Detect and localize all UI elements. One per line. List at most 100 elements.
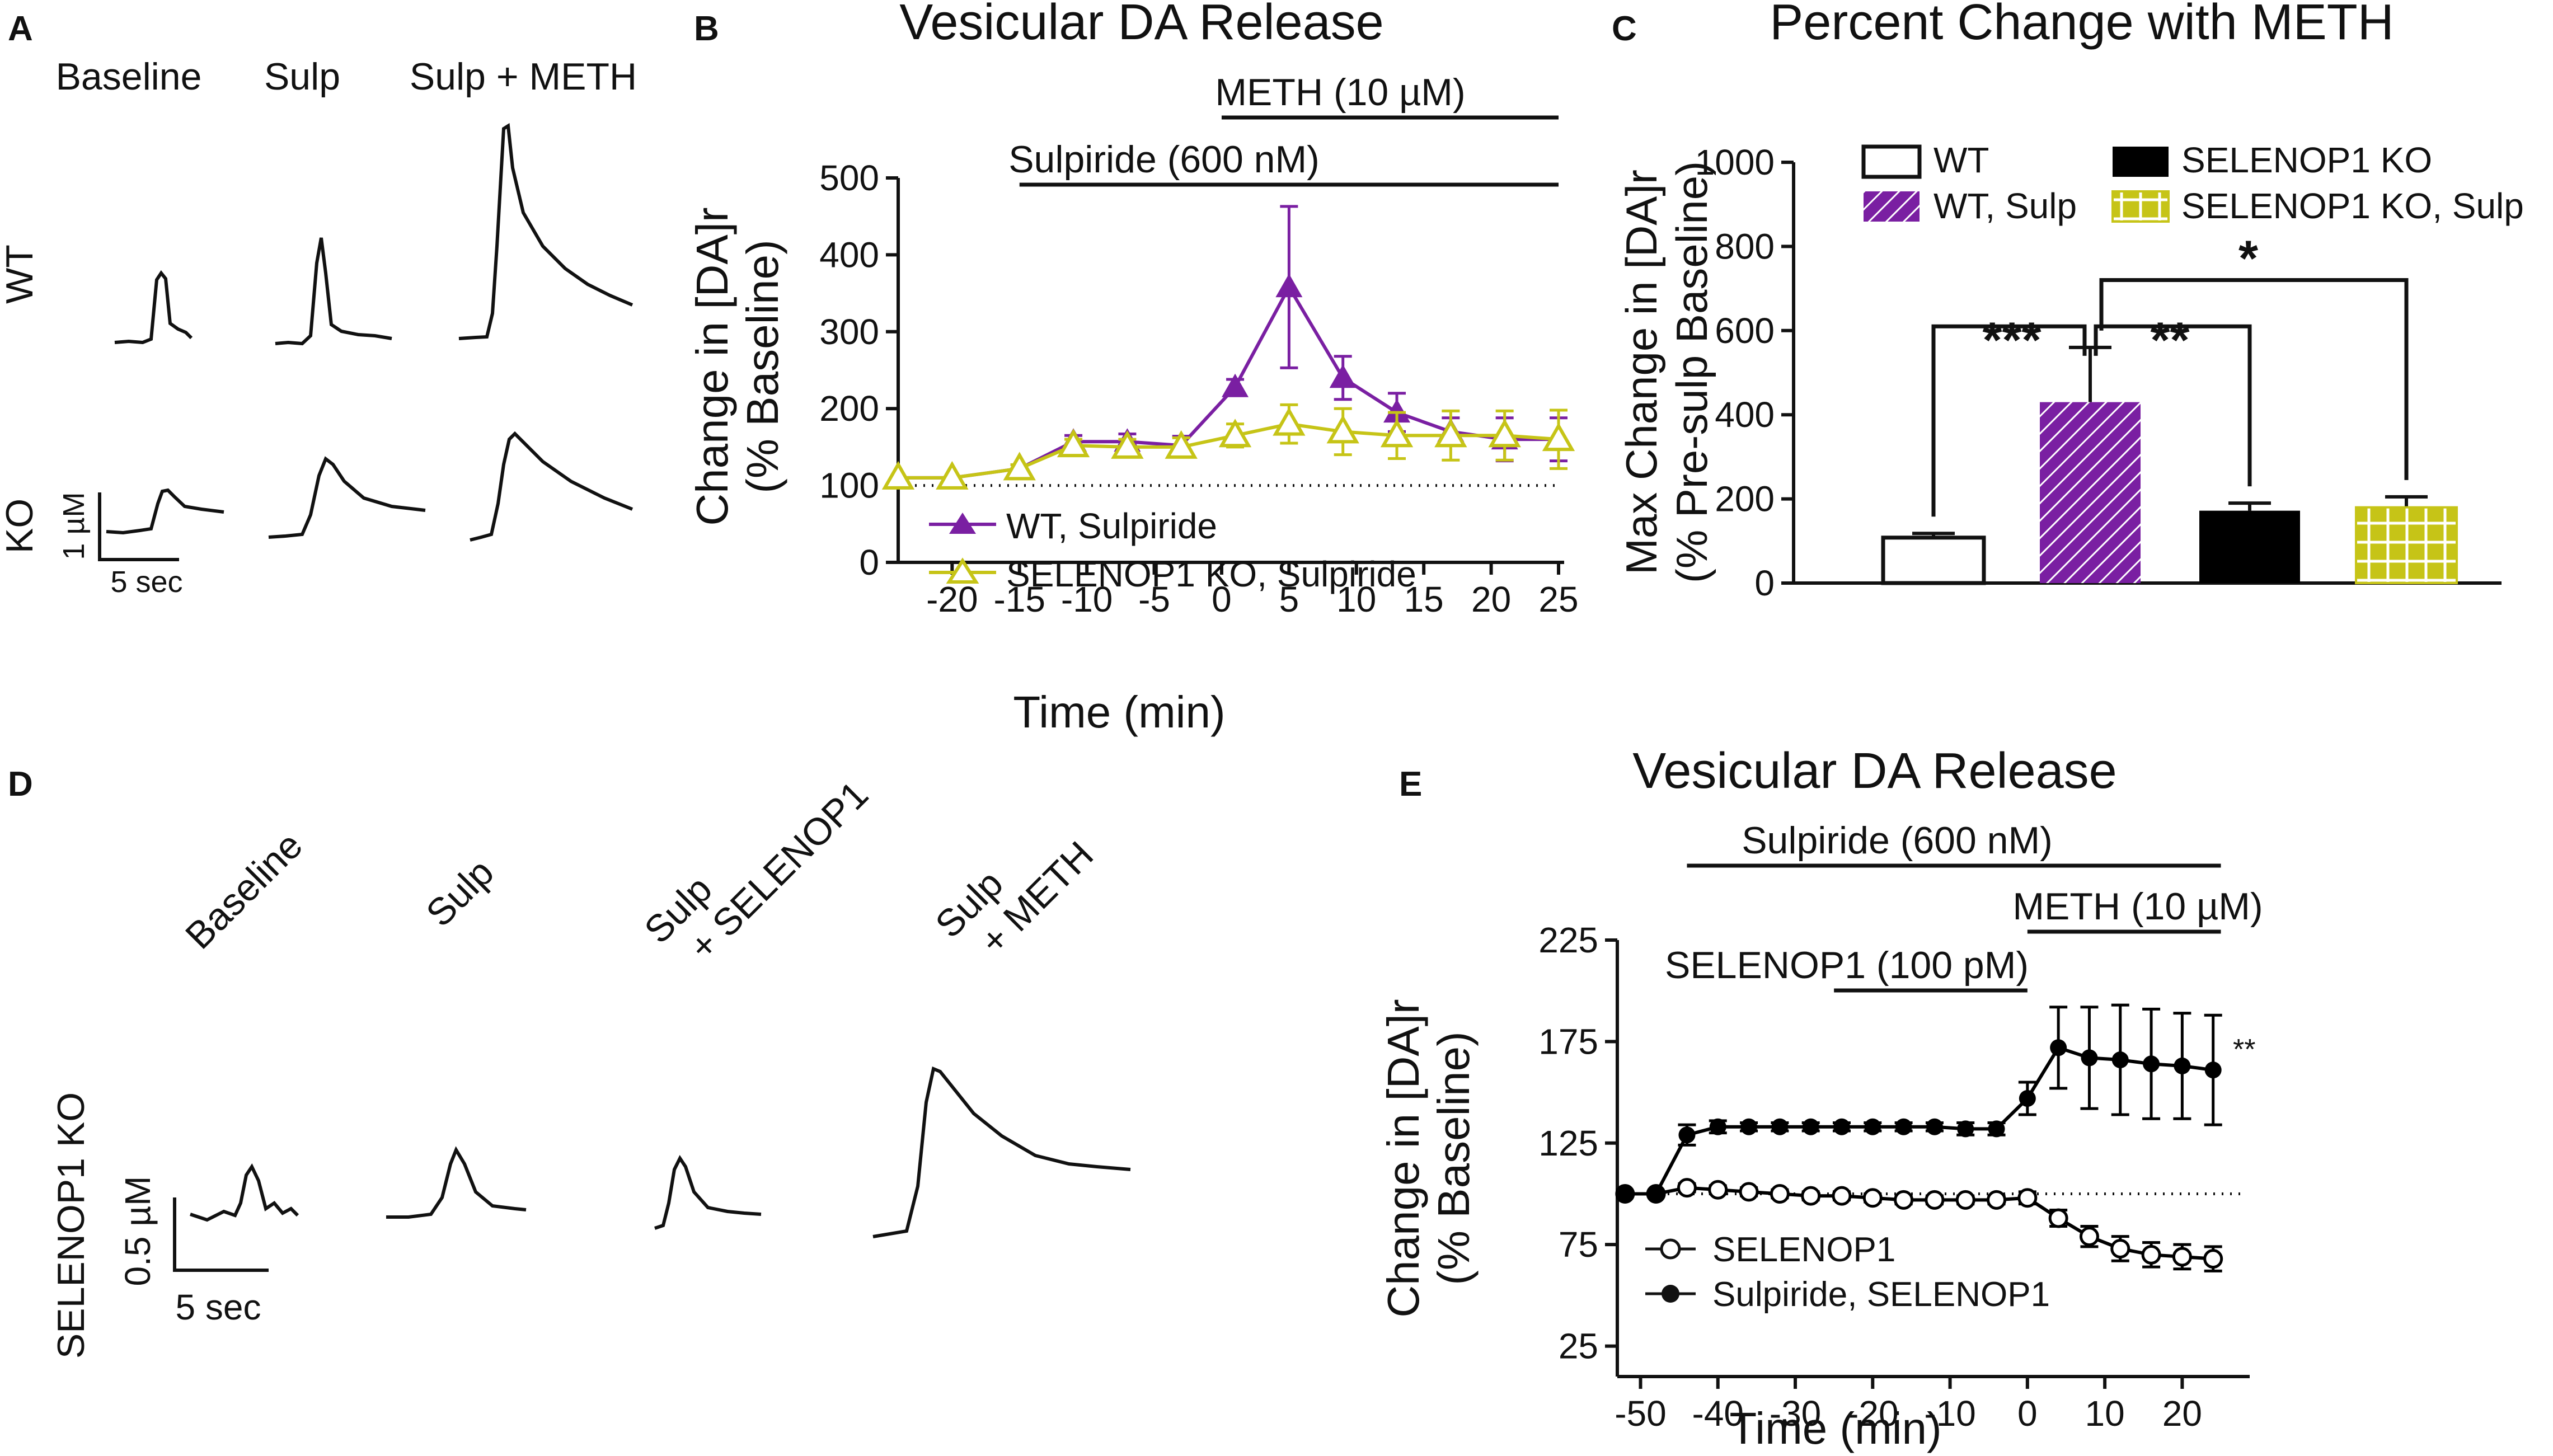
y-tick-label: 600 (1715, 311, 1775, 351)
panel-d-row-label: SELENOP1 KO (50, 1092, 92, 1359)
drug-bar-label: Sulpiride (600 nM) (1742, 819, 2053, 862)
data-point (1771, 1118, 1789, 1135)
panel-d-col-label-sulp: Sulp (418, 851, 502, 935)
bar (2355, 506, 2458, 585)
data-point (1678, 1126, 1696, 1144)
data-point (1895, 1118, 1912, 1135)
data-point (2050, 1039, 2067, 1056)
panel-a-col-label-sulp: Sulp (264, 55, 340, 98)
data-point (1801, 1186, 1821, 1206)
drug-bar-label: Sulpiride (600 nM) (1008, 138, 1320, 181)
data-point (1833, 1118, 1850, 1135)
panel-b-legend-label-wt: WT, Sulpiride (1006, 506, 1217, 546)
data-point (1988, 1120, 2005, 1138)
panel-c-bar-chart: C Percent Change with METH Max Change in… (1612, 0, 2524, 603)
panel-a-row-label-wt: WT (0, 245, 41, 304)
data-point (1329, 364, 1357, 388)
data-point (1222, 373, 1249, 397)
trace-a-ko-sulp (268, 456, 426, 539)
panel-b-line-chart: B Vesicular DA Release Time (min) Change… (687, 0, 1579, 737)
panel-b-x-axis-label: Time (min) (1013, 687, 1225, 737)
x-tick-label: -15 (993, 579, 1045, 619)
data-point (1165, 430, 1198, 459)
panel-e-series (1615, 1003, 2223, 1272)
panel-c-legend-swatch-wt-sulp (1864, 191, 1920, 222)
data-point (1770, 1183, 1790, 1204)
drug-bar-label: METH (10 µM) (1215, 71, 1465, 114)
data-point (2079, 1227, 2099, 1247)
data-point (1862, 1188, 1883, 1208)
panel-d-letter: D (8, 765, 33, 804)
panel-b-title: Vesicular DA Release (899, 0, 1383, 50)
x-tick-label: -20 (926, 579, 978, 619)
panel-e-y-axis-label-line1: Change in [DA]r (1378, 999, 1428, 1317)
data-point (1677, 1178, 1697, 1198)
data-point (1894, 1190, 1914, 1210)
x-tick-label: -40 (1692, 1393, 1744, 1434)
data-point (2017, 1188, 2038, 1208)
data-point (1273, 407, 1306, 436)
panel-e-legend-marker-selenop1 (1660, 1238, 1681, 1260)
panel-b-series (881, 205, 1575, 490)
data-point (936, 461, 969, 490)
panel-d-scale-y-label: 0.5 µM (118, 1176, 158, 1286)
data-point (1864, 1118, 1881, 1135)
panel-e-line-chart: E Vesicular DA Release Time (min) Change… (1378, 743, 2263, 1453)
trace-a-wt-baseline (114, 270, 193, 345)
panel-b-legend: WT, Sulpiride SELENOP1 KO, Sulpiride (929, 506, 1416, 594)
panel-a-col-label-sulp-meth: Sulp + METH (410, 55, 637, 98)
data-point (2204, 1062, 2222, 1079)
x-tick-label: 20 (1471, 579, 1511, 619)
data-point (2203, 1249, 2223, 1269)
panel-d-scale-x-label: 5 sec (176, 1287, 261, 1327)
trace-a-wt-sulp (275, 237, 392, 346)
significance-bracket (2094, 324, 2252, 487)
data-point (1616, 1185, 1634, 1203)
y-tick-label: 0 (859, 542, 879, 583)
data-point (2141, 1244, 2161, 1265)
data-point (2019, 1089, 2036, 1107)
data-point (1542, 422, 1575, 452)
bar (1881, 536, 1986, 585)
data-point (2081, 1049, 2098, 1067)
panel-e-legend: SELENOP1 Sulpiride, SELENOP1 (1645, 1230, 2050, 1314)
data-point (1709, 1118, 1726, 1135)
y-tick-label: 200 (1715, 479, 1775, 519)
y-tick-label: 800 (1715, 226, 1775, 266)
data-point (881, 461, 915, 490)
data-point (2174, 1057, 2191, 1074)
data-point (2143, 1055, 2160, 1073)
x-tick-label: 10 (2085, 1393, 2125, 1434)
panel-e-x-axis-label: Time (min) (1729, 1403, 1941, 1453)
data-point (1648, 1185, 1665, 1203)
trace-a-wt-meth (458, 123, 633, 340)
series-line (898, 284, 1559, 480)
x-tick-label: -20 (1847, 1393, 1899, 1434)
panel-c-legend-label-ko-sulp: SELENOP1 KO, Sulp (2181, 186, 2524, 226)
data-point (1740, 1118, 1758, 1135)
panel-c-letter: C (1612, 10, 1637, 48)
bar (2040, 402, 2141, 583)
panel-b-legend-label-ko: SELENOP1 KO, Sulpiride (1006, 554, 1416, 594)
panel-d: D Baseline Sulp Sulp + SELENOP1 Sulp + M… (8, 765, 1131, 1359)
panel-a-scale-bar (98, 492, 179, 561)
panel-c-significance: *** *** (1931, 231, 2409, 517)
panel-c-bars (1881, 345, 2458, 585)
panel-e-drug-bars: Sulpiride (600 nM) METH (10 µM) SELENOP1 (… (1665, 819, 2263, 993)
y-tick-label: 0 (1754, 563, 1775, 603)
data-point (1987, 1190, 2007, 1210)
data-point (1802, 1118, 1819, 1135)
y-tick-label: 500 (819, 158, 879, 198)
panel-c-title: Percent Change with METH (1770, 0, 2394, 50)
trace-d-sulp-meth (872, 1066, 1131, 1238)
panel-e-significance-label: ** (2233, 1034, 2255, 1066)
panel-e-letter: E (1399, 765, 1422, 804)
drug-bar-label: SELENOP1 (100 pM) (1665, 944, 2029, 987)
data-point (1218, 419, 1252, 448)
significance-bracket (2099, 278, 2409, 480)
panel-e-y-axis-label-line2: (% Baseline) (1429, 1031, 1479, 1285)
x-tick-label: 10 (1336, 579, 1376, 619)
y-tick-label: 175 (1538, 1021, 1598, 1062)
panel-a-row-label-ko: KO (0, 499, 41, 553)
